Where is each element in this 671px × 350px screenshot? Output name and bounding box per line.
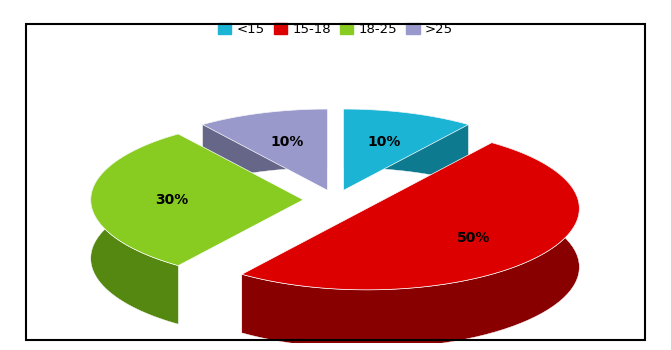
Polygon shape (91, 134, 178, 324)
Legend: <15, 15-18, 18-25, >25: <15, 15-18, 18-25, >25 (213, 18, 458, 41)
Polygon shape (344, 109, 468, 190)
Text: 30%: 30% (155, 193, 188, 207)
Text: 10%: 10% (270, 135, 303, 149)
Polygon shape (242, 143, 579, 349)
Polygon shape (91, 134, 303, 266)
Polygon shape (242, 143, 579, 290)
Polygon shape (344, 109, 468, 183)
Text: 10%: 10% (368, 135, 401, 149)
Polygon shape (203, 109, 327, 183)
Text: 50%: 50% (457, 231, 490, 245)
Polygon shape (203, 109, 327, 190)
